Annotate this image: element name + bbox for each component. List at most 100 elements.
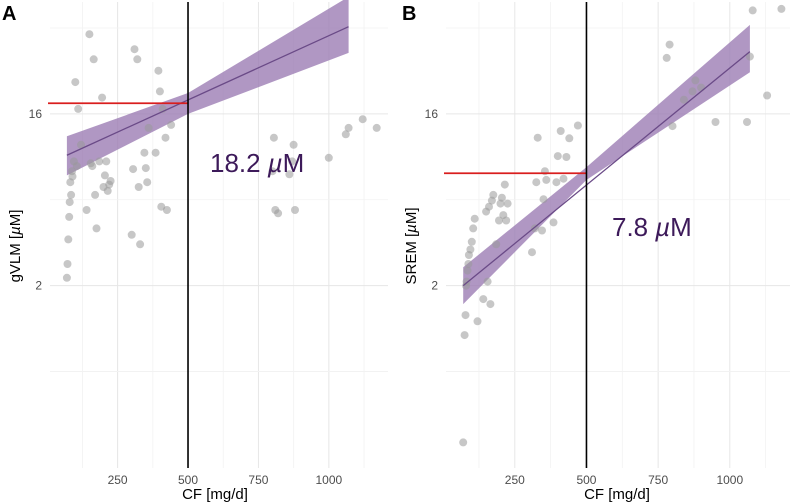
panel-a-data-point xyxy=(291,206,299,214)
panel-a-y-axis-title-tail: M] xyxy=(7,210,24,227)
panel-b-y-tick-label: 2 xyxy=(431,279,438,293)
panel-a-data-point xyxy=(167,120,176,129)
panel-a-data-point xyxy=(85,30,94,39)
panel-a-data-point xyxy=(91,190,100,199)
panel-a-data-point xyxy=(127,230,136,239)
panel-b-data-point xyxy=(556,127,565,135)
panel-b-data-point xyxy=(503,199,512,208)
panel-b-x-axis-title: CF [mg/d] xyxy=(584,486,650,503)
panel-a-data-point xyxy=(372,123,381,132)
panel-b-data-point xyxy=(463,266,472,275)
panel-a-data-point xyxy=(65,212,74,221)
panel-b-lines xyxy=(444,2,751,468)
panel-a-data-point xyxy=(140,148,149,157)
panel-b-data-point xyxy=(459,438,468,447)
panel-b-data-point xyxy=(552,178,561,187)
panel-b-annotation-value: 7.8 xyxy=(612,212,648,242)
panel-a-data-point xyxy=(67,190,76,199)
panel-a-data-point xyxy=(82,206,91,214)
panel-a-band-layer xyxy=(66,0,349,176)
panel-a-data-point xyxy=(68,172,77,181)
panel-b-data-point xyxy=(665,40,674,49)
panel-b-y-axis-title: SREM [µM] xyxy=(403,207,420,284)
panel-b-data-point xyxy=(553,152,562,161)
panel-b-data-point xyxy=(697,83,706,92)
panel-b-data-point xyxy=(489,190,498,199)
panel-b: B 250 500 750 1000 216 CF [mg/d] SREM [µM] … xyxy=(402,2,790,503)
panel-a-x-axis-title: CF [mg/d] xyxy=(182,486,248,503)
panel-a-data-point xyxy=(324,153,333,162)
panel-b-band-layer xyxy=(463,24,750,305)
panel-b-data-point xyxy=(483,277,492,286)
panel-a-data-point xyxy=(103,186,112,195)
panel-a-data-point xyxy=(269,133,278,142)
panel-b-x-ticks: 250 500 750 1000 xyxy=(505,473,744,487)
panel-a-data-point xyxy=(95,157,104,166)
panel-a-data-point xyxy=(77,140,85,149)
panel-a-data-point xyxy=(344,123,353,132)
panel-b-data-point xyxy=(777,4,786,13)
panel-a-data-point xyxy=(341,130,350,139)
panel-a-data-point xyxy=(151,148,160,157)
panel-a-data-point xyxy=(89,55,98,64)
panel-a-annotation-value: 18.2 xyxy=(210,148,261,178)
panel-a-grid xyxy=(50,2,388,468)
panel-a-data-point xyxy=(143,178,152,187)
panel-a-data-point xyxy=(62,273,71,282)
panel-a-data-point xyxy=(136,240,145,249)
panel-a-data-point xyxy=(65,198,74,207)
panel-a-data-point xyxy=(274,209,283,218)
panel-a-y-tick-label: 16 xyxy=(29,107,43,121)
panel-a-data-point xyxy=(144,123,153,132)
panel-a-x-tick-label: 750 xyxy=(248,473,268,487)
panel-b-data-point xyxy=(691,76,700,85)
panel-a-data-point xyxy=(285,170,294,179)
panel-b-data-point xyxy=(542,175,551,184)
panel-a-confidence-band xyxy=(66,0,349,176)
panel-b-x-tick-label: 500 xyxy=(576,473,596,487)
panel-b-data-point xyxy=(460,331,469,340)
panel-a-data-point xyxy=(155,87,164,96)
panel-b-data-point xyxy=(562,153,571,161)
panel-a-lines xyxy=(48,2,349,468)
panel-b-data-point xyxy=(485,202,493,211)
panel-b-data-point xyxy=(528,248,536,257)
panel-b-data-point xyxy=(538,226,546,235)
panel-b-fit-line xyxy=(462,51,751,287)
panel-b-data-point xyxy=(492,240,501,249)
panel-b-annotation-unit: M xyxy=(670,212,692,242)
panel-b-data-point xyxy=(559,174,568,183)
panel-a-data-point xyxy=(268,167,277,176)
panel-a-y-axis-title-mu: µ xyxy=(7,226,24,235)
panel-a-x-tick-label: 500 xyxy=(178,473,198,487)
panel-a-x-tick-label: 1000 xyxy=(315,473,342,487)
panel-b-points xyxy=(459,4,786,447)
panel-a-data-point xyxy=(129,165,138,174)
panel-a-x-ticks: 250 500 750 1000 xyxy=(108,473,343,487)
panel-b-data-point xyxy=(688,87,697,96)
panel-a-data-point xyxy=(358,115,367,124)
panel-b-data-point xyxy=(530,224,539,233)
panel-b-data-point xyxy=(745,52,754,61)
panel-a-y-axis-title-main: gVLM [ xyxy=(7,234,24,282)
panel-b-data-point xyxy=(466,245,475,254)
panel-b-data-point xyxy=(500,180,509,189)
panel-b-data-point xyxy=(549,218,558,227)
panel-b-data-point xyxy=(662,53,671,62)
panel-b-y-axis-title-mu: µ xyxy=(403,224,420,233)
panel-b-data-point xyxy=(573,121,582,130)
panel-b-data-point xyxy=(533,133,542,142)
panel-a-annotation-mu: µ xyxy=(267,148,283,178)
panel-b-data-point xyxy=(497,193,506,202)
panel-a-data-point xyxy=(72,162,81,171)
panel-b-data-point xyxy=(470,214,479,223)
panel-b-data-point xyxy=(748,6,757,15)
panel-a-data-point xyxy=(98,93,107,102)
panel-b-data-point xyxy=(473,317,482,326)
panel-a-data-point xyxy=(154,66,163,75)
panel-a-data-point xyxy=(64,235,73,244)
panel-a-fit-line xyxy=(66,26,349,156)
panel-a-data-point xyxy=(100,171,109,180)
panel-a-y-tick-label: 2 xyxy=(35,279,42,293)
panel-a-data-point xyxy=(71,78,80,87)
